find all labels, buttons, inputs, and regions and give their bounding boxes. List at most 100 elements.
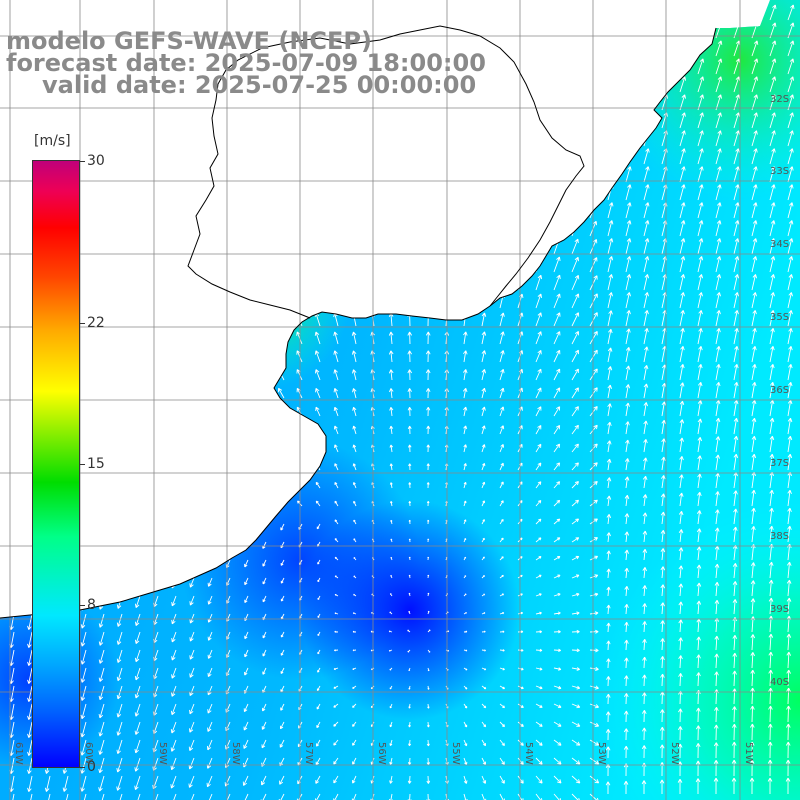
wind-arrow — [146, 443, 159, 453]
wind-arrow — [0, 462, 15, 471]
wind-arrow — [134, 739, 141, 754]
wind-arrow — [127, 462, 141, 471]
wind-arrow — [203, 294, 213, 309]
wind-arrow — [203, 443, 213, 453]
wind-arrow — [279, 721, 285, 730]
wind-arrow — [787, 130, 794, 147]
wind-arrow — [44, 793, 51, 800]
wind-arrow — [189, 667, 195, 678]
wind-arrow — [261, 721, 267, 730]
wind-arrow — [132, 5, 141, 21]
wind-arrow — [109, 387, 123, 399]
wind-arrow — [351, 793, 357, 800]
wind-arrow — [731, 777, 737, 795]
wind-arrow — [351, 369, 357, 381]
wind-arrow — [589, 406, 598, 417]
wind-arrow — [407, 256, 412, 273]
wind-arrow — [130, 204, 141, 219]
wind-arrow — [624, 494, 630, 507]
wind-arrow — [315, 387, 321, 399]
wind-arrow — [499, 129, 505, 147]
wind-arrow — [146, 406, 159, 417]
wind-arrow — [625, 365, 631, 381]
wind-arrow — [715, 346, 721, 363]
wind-arrow — [481, 444, 486, 453]
wind-arrow — [642, 656, 647, 669]
wind-arrow — [715, 76, 723, 93]
wind-arrow — [21, 169, 33, 183]
wind-arrow — [786, 705, 791, 723]
wind-arrow — [787, 328, 793, 345]
wind-arrow — [786, 723, 791, 741]
wind-arrow — [625, 40, 633, 57]
wind-arrow — [94, 168, 105, 183]
wind-arrow — [678, 492, 684, 507]
longitude-label: 52W — [669, 742, 680, 765]
wind-arrow — [116, 631, 123, 645]
wind-arrow — [259, 202, 267, 219]
wind-arrow — [0, 370, 15, 381]
wind-arrow — [714, 545, 720, 561]
wind-arrow — [571, 312, 580, 327]
wind-arrow — [280, 703, 285, 711]
wind-arrow — [733, 508, 738, 525]
wind-arrow — [535, 630, 543, 634]
wind-arrow — [353, 556, 357, 561]
wind-arrow — [333, 331, 339, 345]
wind-arrow — [166, 276, 177, 291]
wind-arrow — [481, 183, 487, 201]
wind-arrow — [787, 399, 793, 417]
wind-arrow — [679, 346, 685, 363]
wind-arrow — [481, 739, 487, 747]
wind-arrow — [296, 293, 303, 309]
wind-arrow — [171, 667, 177, 679]
wind-arrow — [352, 649, 357, 652]
wind-arrow — [553, 274, 561, 291]
wind-arrow — [697, 346, 703, 363]
wind-arrow — [20, 205, 33, 219]
wind-arrow — [553, 630, 561, 634]
wind-arrow — [535, 3, 541, 21]
wind-arrow — [751, 310, 757, 327]
wind-arrow — [535, 648, 543, 652]
wind-arrow — [108, 443, 123, 453]
wind-arrow — [481, 649, 486, 652]
wind-arrow — [660, 602, 665, 615]
wind-arrow — [408, 721, 411, 728]
wind-arrow — [751, 112, 758, 129]
wind-arrow — [786, 633, 792, 651]
wind-arrow — [607, 202, 614, 219]
wind-arrow — [333, 406, 339, 417]
wind-arrow — [787, 184, 794, 201]
wind-arrow — [277, 331, 285, 345]
wind-arrow — [134, 595, 141, 608]
wind-arrow — [351, 294, 357, 309]
wind-arrow — [241, 130, 249, 147]
wind-arrow — [23, 6, 33, 21]
wind-arrow — [463, 685, 468, 690]
longitude-label: 55W — [450, 742, 461, 765]
wind-arrow — [660, 656, 665, 669]
wind-arrow — [625, 202, 632, 219]
wind-arrow — [733, 256, 740, 273]
wind-arrow — [170, 775, 177, 789]
wind-arrow — [589, 721, 600, 727]
wind-arrow — [749, 741, 755, 759]
wind-arrow — [553, 76, 560, 93]
wind-arrow — [624, 531, 630, 543]
wind-arrow — [186, 149, 195, 165]
wind-arrow — [589, 368, 598, 381]
wind-arrow — [241, 202, 249, 219]
wind-arrow — [607, 256, 614, 273]
wind-arrow — [186, 131, 195, 147]
wind-arrow — [131, 113, 141, 129]
wind-arrow — [499, 667, 505, 671]
colorbar-tick-mark — [79, 464, 85, 465]
wind-arrow — [571, 112, 578, 129]
wind-arrow — [499, 630, 505, 633]
wind-arrow — [715, 363, 721, 381]
wind-arrow — [259, 462, 267, 471]
wind-arrow — [751, 166, 758, 183]
wind-arrow — [334, 538, 339, 543]
wind-arrow — [27, 631, 33, 648]
